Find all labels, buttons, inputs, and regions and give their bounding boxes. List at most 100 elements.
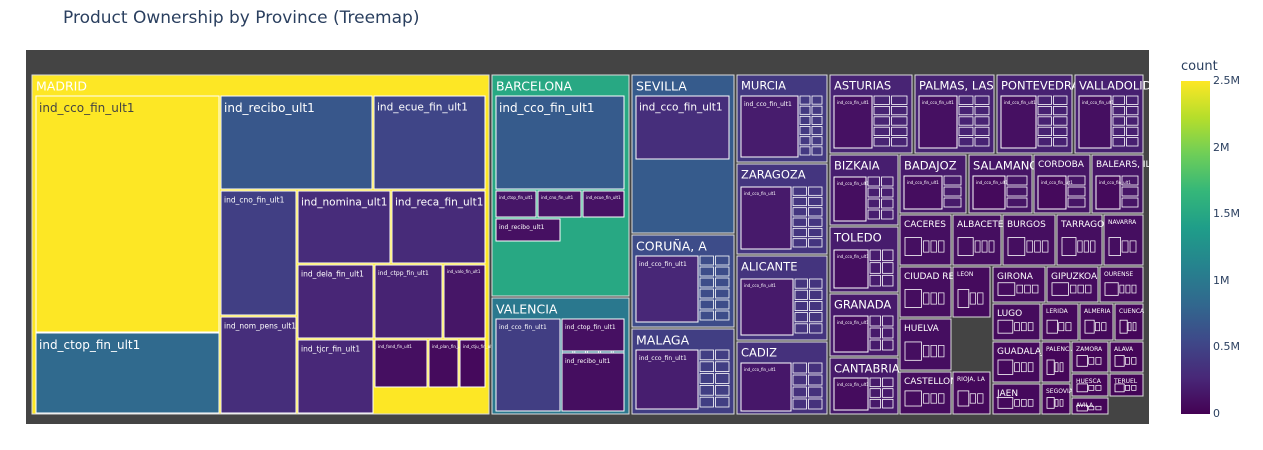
province-palencia[interactable]: PALENCIA bbox=[1041, 341, 1076, 383]
product-tile[interactable] bbox=[809, 323, 823, 334]
product-tile[interactable] bbox=[882, 377, 894, 388]
product-tile[interactable] bbox=[799, 115, 811, 125]
product-tile[interactable] bbox=[808, 374, 823, 386]
product-tile[interactable] bbox=[974, 95, 990, 105]
product-tile[interactable] bbox=[1129, 240, 1137, 253]
product-tile[interactable] bbox=[808, 227, 823, 238]
product-tile[interactable] bbox=[1119, 319, 1128, 334]
product-tile[interactable] bbox=[1058, 322, 1065, 332]
product-tile[interactable] bbox=[977, 393, 984, 404]
province-rioja-la[interactable]: RIOJA, LA bbox=[952, 371, 991, 415]
product-tile[interactable] bbox=[443, 264, 486, 339]
product-tile[interactable] bbox=[794, 278, 808, 289]
product-tile[interactable] bbox=[1104, 282, 1119, 296]
product-tile[interactable] bbox=[891, 95, 908, 105]
product-tile[interactable] bbox=[374, 264, 443, 339]
product-tile[interactable] bbox=[699, 373, 714, 384]
product-tile[interactable] bbox=[699, 266, 714, 277]
province-zamora[interactable]: ZAMORA bbox=[1071, 341, 1109, 373]
product-tile[interactable] bbox=[220, 190, 297, 316]
product-tile[interactable] bbox=[1085, 284, 1092, 294]
province-girona[interactable]: GIRONA bbox=[992, 266, 1046, 303]
product-tile[interactable] bbox=[1121, 175, 1139, 186]
product-tile[interactable] bbox=[938, 292, 945, 305]
product-tile[interactable] bbox=[869, 274, 881, 287]
product-tile[interactable] bbox=[459, 339, 486, 388]
province-bizkaia[interactable]: BIZKAIA ind_cco_fin_ult1 bbox=[829, 154, 899, 226]
province-tile[interactable] bbox=[1103, 214, 1144, 266]
product-tile[interactable] bbox=[1125, 284, 1131, 294]
province-castellon[interactable]: CASTELLON bbox=[899, 371, 957, 415]
product-tile[interactable] bbox=[792, 186, 807, 196]
product-tile[interactable] bbox=[958, 137, 974, 147]
product-tile[interactable] bbox=[869, 339, 881, 351]
product-tile[interactable] bbox=[881, 187, 894, 198]
product-tile[interactable] bbox=[1078, 95, 1112, 149]
product-tile[interactable] bbox=[1053, 116, 1068, 126]
product-tile[interactable] bbox=[903, 175, 943, 210]
province-navarra[interactable]: NAVARRA bbox=[1103, 214, 1144, 266]
product-tile[interactable] bbox=[792, 196, 807, 207]
product-tile[interactable] bbox=[869, 315, 881, 327]
product-tile[interactable] bbox=[495, 318, 561, 412]
product-tile[interactable] bbox=[1037, 106, 1052, 116]
product-tile[interactable] bbox=[35, 332, 220, 414]
product-tile[interactable] bbox=[374, 339, 428, 388]
product-tile[interactable] bbox=[1119, 284, 1125, 294]
product-tile[interactable] bbox=[1132, 322, 1137, 332]
product-tile[interactable] bbox=[1037, 137, 1052, 147]
product-tile[interactable] bbox=[811, 126, 823, 136]
product-tile[interactable] bbox=[1027, 362, 1034, 373]
product-tile[interactable] bbox=[391, 190, 486, 264]
product-tile[interactable] bbox=[1024, 284, 1031, 294]
province-ourense[interactable]: OURENSE bbox=[1099, 266, 1144, 303]
product-tile[interactable] bbox=[1014, 362, 1020, 373]
product-tile[interactable] bbox=[699, 349, 714, 361]
product-tile[interactable] bbox=[1037, 126, 1052, 136]
product-tile[interactable] bbox=[869, 388, 881, 398]
product-tile[interactable] bbox=[792, 227, 807, 238]
product-tile[interactable] bbox=[794, 323, 808, 334]
product-tile[interactable] bbox=[1076, 404, 1088, 412]
product-tile[interactable] bbox=[1053, 95, 1068, 105]
product-tile[interactable] bbox=[799, 126, 811, 136]
product-tile[interactable] bbox=[974, 116, 990, 126]
province-tile[interactable] bbox=[952, 266, 991, 318]
province-tile[interactable] bbox=[899, 371, 952, 415]
product-tile[interactable] bbox=[1127, 322, 1132, 332]
product-tile[interactable] bbox=[799, 105, 811, 115]
product-tile[interactable] bbox=[1095, 175, 1121, 210]
product-tile[interactable] bbox=[997, 282, 1016, 296]
product-tile[interactable] bbox=[1088, 357, 1095, 365]
product-tile[interactable] bbox=[1000, 95, 1037, 149]
product-tile[interactable] bbox=[930, 240, 937, 253]
product-tile[interactable] bbox=[974, 240, 981, 253]
product-tile[interactable] bbox=[808, 362, 823, 374]
product-tile[interactable] bbox=[882, 339, 894, 351]
province-tile[interactable] bbox=[899, 214, 952, 266]
product-tile[interactable] bbox=[1037, 116, 1052, 126]
product-tile[interactable] bbox=[918, 95, 958, 149]
product-tile[interactable] bbox=[792, 217, 807, 227]
province-asturias[interactable]: ASTURIAS ind_cco_fin_ult1 bbox=[829, 74, 913, 154]
province-tile[interactable] bbox=[1071, 341, 1109, 373]
product-tile[interactable] bbox=[833, 315, 869, 353]
product-tile[interactable] bbox=[882, 398, 894, 409]
product-tile[interactable] bbox=[1034, 240, 1041, 253]
product-tile[interactable] bbox=[833, 176, 867, 222]
product-tile[interactable] bbox=[974, 126, 990, 136]
province-tile[interactable] bbox=[1002, 214, 1056, 266]
product-tile[interactable] bbox=[1076, 383, 1088, 393]
product-tile[interactable] bbox=[869, 262, 881, 274]
province-cantabria[interactable]: CANTABRIA ind_cco_fin_ult1 bbox=[829, 357, 900, 415]
product-tile[interactable] bbox=[882, 327, 894, 339]
province-badajoz[interactable]: BADAJOZ ind_cco_fin_ult1 bbox=[899, 154, 967, 214]
product-tile[interactable] bbox=[1121, 186, 1139, 197]
product-tile[interactable] bbox=[699, 288, 714, 299]
product-tile[interactable] bbox=[808, 196, 823, 207]
product-tile[interactable] bbox=[808, 386, 823, 398]
product-tile[interactable] bbox=[1112, 126, 1125, 136]
product-tile[interactable] bbox=[923, 393, 930, 404]
product-tile[interactable] bbox=[873, 137, 890, 147]
product-tile[interactable] bbox=[938, 345, 945, 358]
